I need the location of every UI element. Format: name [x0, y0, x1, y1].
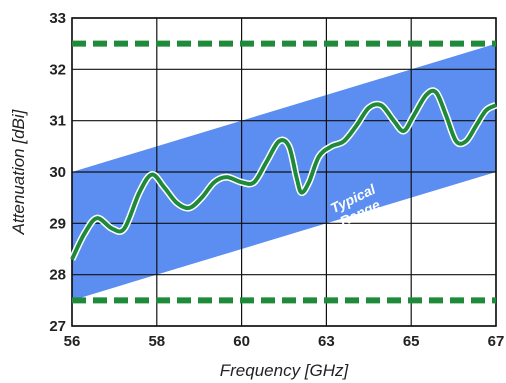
x-tick-label: 63	[318, 333, 335, 350]
x-axis-label: Frequency [GHz]	[220, 361, 350, 380]
y-tick-label: 28	[49, 267, 66, 284]
y-tick-label: 32	[49, 61, 66, 78]
x-tick-label: 67	[488, 333, 505, 350]
plot-border	[71, 17, 497, 327]
y-axis-label: Attenuation [dBi]	[9, 108, 28, 235]
x-tick-label: 56	[64, 333, 81, 350]
y-tick-label: 30	[49, 164, 66, 181]
plot-area	[71, 17, 497, 327]
x-tick-label: 60	[233, 333, 250, 350]
x-tick-label: 58	[148, 333, 165, 350]
y-tick-label: 29	[49, 215, 66, 232]
y-tick-label: 27	[49, 318, 66, 335]
y-tick-label: 31	[49, 113, 66, 130]
tick-labels: 56 58 60 63 65 67 27 28 29 30 31 32 33	[49, 10, 504, 350]
x-tick-label: 65	[403, 333, 420, 350]
attenuation-curve	[70, 88, 497, 261]
y-tick-label: 33	[49, 10, 66, 27]
